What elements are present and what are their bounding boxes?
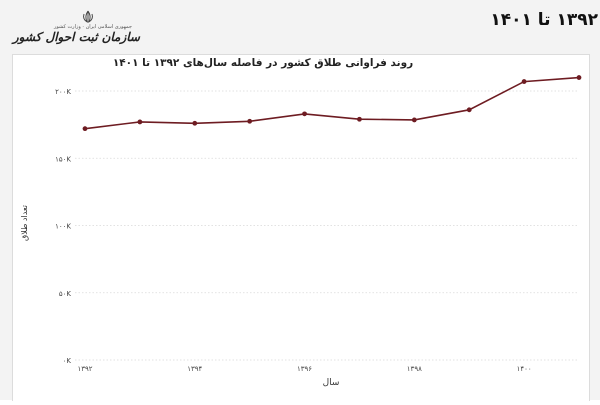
right-scroll-strip: [590, 50, 600, 400]
logo: جمهوری اسلامی ایران · وزارت کشور سازمان …: [12, 8, 140, 48]
y-tick-label: ۲۰۰K: [55, 88, 71, 96]
y-axis-label: تعداد طلاق: [20, 205, 29, 241]
x-tick-label: ۱۳۹۶: [297, 365, 312, 373]
x-tick-label: ۱۳۹۲: [77, 365, 92, 373]
chart-title: روند فراوانی طلاق کشور در فاصله سال‌های …: [113, 57, 413, 69]
y-tick-label: ۱۰۰K: [55, 223, 71, 231]
x-axis-ticks: ۱۳۹۲ ۱۳۹۴ ۱۳۹۶ ۱۳۹۸ ۱۴۰۰: [77, 365, 531, 373]
y-tick-label: ۵۰K: [59, 290, 72, 298]
logo-subtitle: جمهوری اسلامی ایران · وزارت کشور: [54, 24, 132, 30]
x-tick-label: ۱۴۰۰: [517, 365, 532, 373]
data-point: [466, 107, 472, 113]
grid: [75, 90, 579, 361]
page-title: ۱۳۹۲ تا ۱۴۰۱: [490, 10, 598, 30]
iran-emblem-icon: [83, 10, 93, 23]
x-axis-label: سال: [323, 378, 340, 388]
y-tick-label: ۱۵۰K: [55, 155, 71, 163]
y-axis-ticks: ۰K ۵۰K ۱۰۰K ۱۵۰K ۲۰۰K: [55, 88, 71, 365]
x-tick-label: ۱۳۹۸: [407, 365, 422, 373]
data-point: [247, 118, 253, 124]
data-point: [521, 79, 527, 84]
data-point: [357, 116, 362, 122]
data-point: [192, 120, 198, 126]
x-tick-label: ۱۳۹۴: [187, 365, 202, 373]
line-chart: روند فراوانی طلاق کشور در فاصله سال‌های …: [20, 57, 582, 388]
header: ۱۳۹۲ تا ۱۴۰۱ جمهوری اسلامی ایران · وزارت…: [0, 0, 600, 52]
data-point: [302, 111, 307, 117]
data-point: [137, 119, 143, 125]
data-point: [576, 75, 582, 80]
data-points: [82, 75, 582, 132]
data-point: [82, 126, 88, 132]
y-tick-label: ۰K: [63, 357, 72, 365]
logo-name: سازمان ثبت احوال کشور: [12, 30, 140, 44]
chart-panel: روند فراوانی طلاق کشور در فاصله سال‌های …: [12, 54, 590, 401]
series-line: [84, 76, 580, 130]
data-point: [411, 117, 417, 123]
